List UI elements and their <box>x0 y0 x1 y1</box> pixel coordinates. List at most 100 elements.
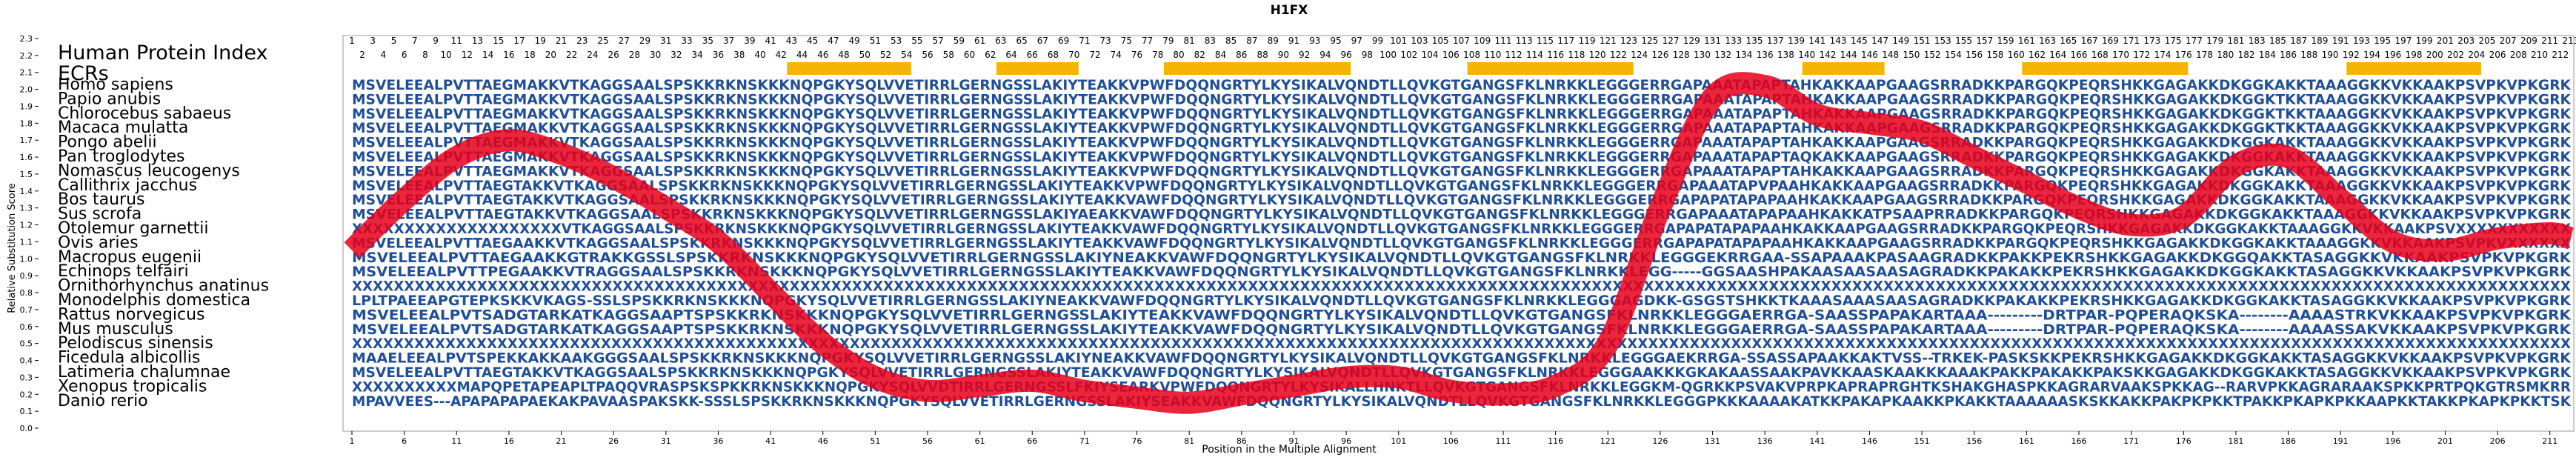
human-index-number: 115 <box>1537 36 1554 46</box>
human-index-number: 159 <box>1997 36 2014 46</box>
human-index-number: 37 <box>723 36 734 46</box>
human-index-number: 14 <box>482 50 493 60</box>
human-index-number: 68 <box>1048 50 1059 60</box>
x-tick-label: 141 <box>1809 436 1825 446</box>
human-index-number: 74 <box>1111 50 1122 60</box>
human-index-number: 52 <box>880 50 891 60</box>
y-tick-label: 1.1 <box>20 237 33 247</box>
species-label: Nomascus leucogenys <box>58 161 240 180</box>
human-index-number: 147 <box>1871 36 1888 46</box>
human-index-number: 109 <box>1474 36 1491 46</box>
human-index-number: 148 <box>1882 50 1899 60</box>
x-tick-label: 71 <box>1079 436 1090 446</box>
human-index-number: 82 <box>1194 50 1205 60</box>
human-index-number: 41 <box>765 36 776 46</box>
human-index-number: 135 <box>1746 36 1763 46</box>
human-index-number: 173 <box>2143 36 2160 46</box>
human-index-number: 75 <box>1121 36 1132 46</box>
x-tick-label: 86 <box>1237 436 1247 446</box>
human-index-number: 185 <box>2269 36 2286 46</box>
human-index-number: 111 <box>1495 36 1512 46</box>
alignment-sequence: MSVELEEALPVTTAEGMAKKVTKAGGSAALSPSKKRKNSK… <box>352 120 2572 136</box>
y-tick-label: 0.8 <box>20 288 33 298</box>
human-index-number: 29 <box>639 36 650 46</box>
x-tick-label: 111 <box>1496 436 1511 446</box>
x-tick-label: 41 <box>765 436 776 446</box>
human-index-number: 93 <box>1309 36 1320 46</box>
alignment-sequence: LPLTPAEEAPGTEPKSKKVKAGS-SSLSPSKKRKNSKKKN… <box>352 293 2572 309</box>
human-index-number: 53 <box>891 36 902 46</box>
human-index-number: 26 <box>608 50 619 60</box>
human-index-number: 133 <box>1725 36 1742 46</box>
y-tick-label: 1.2 <box>20 221 33 230</box>
alignment-sequences: MSVELEEALPVTTAEGMAKKVTKAGGSAALSPSKKRKNSK… <box>352 77 2572 410</box>
human-index-number: 143 <box>1830 36 1847 46</box>
species-label: Monodelphis domestica <box>58 291 250 310</box>
human-index-number: 121 <box>1600 36 1617 46</box>
y-tick-label: 2.2 <box>20 51 33 61</box>
y-tick-label: 1.7 <box>20 136 33 145</box>
human-index-number: 108 <box>1463 50 1480 60</box>
human-index-number: 69 <box>1058 36 1069 46</box>
human-index-number: 209 <box>2520 36 2537 46</box>
human-index-number: 162 <box>2028 50 2046 60</box>
human-index-number: 91 <box>1288 36 1299 46</box>
human-index-number: 62 <box>985 50 996 60</box>
x-tick-label: 156 <box>1966 436 1982 446</box>
x-tick-label: 76 <box>1132 436 1142 446</box>
species-label: Ficedula albicollis <box>58 349 200 367</box>
human-index-number: 104 <box>1422 50 1439 60</box>
human-index-number: 204 <box>2468 50 2485 60</box>
human-index-layer: 1234567891011121314151617181920212223242… <box>349 36 2576 60</box>
human-index-number: 44 <box>796 50 808 60</box>
human-index-number: 152 <box>1924 50 1941 60</box>
human-index-number: 151 <box>1914 36 1931 46</box>
x-tick-label: 161 <box>2019 436 2034 446</box>
human-index-number: 55 <box>911 36 922 46</box>
alignment-sequence: XXXXXXXXXXXXXXXXXXXXXXXXXXXXXXXXXXXXXXXX… <box>352 279 2571 295</box>
alignment-sequence: MSVELEEALPVTSADGTARKATKAGGSAAPTSPSKKRKNS… <box>352 322 2572 338</box>
y-tick-label: 0.6 <box>20 322 33 332</box>
human-index-number: 129 <box>1683 36 1700 46</box>
human-index-number: 51 <box>870 36 881 46</box>
human-index-number: 132 <box>1714 50 1731 60</box>
human-index-number: 100 <box>1379 50 1397 60</box>
human-index-number: 199 <box>2416 36 2433 46</box>
human-index-number: 36 <box>713 50 724 60</box>
human-index-number: 77 <box>1142 36 1153 46</box>
human-index-number: 144 <box>1840 50 1857 60</box>
human-index-number: 114 <box>1526 50 1543 60</box>
human-index-number: 202 <box>2447 50 2464 60</box>
x-tick-label: 66 <box>1027 436 1037 446</box>
x-tick-label: 176 <box>2176 436 2191 446</box>
x-tick-label: 166 <box>2071 436 2087 446</box>
human-index-number: 54 <box>901 50 912 60</box>
human-index-number: 78 <box>1152 50 1163 60</box>
human-index-number: 43 <box>786 36 797 46</box>
species-label: Chlorocebus sabaeus <box>58 104 231 123</box>
human-index-number: 83 <box>1205 36 1216 46</box>
human-index-number: 161 <box>2018 36 2035 46</box>
species-label: Pan troglodytes <box>58 147 185 166</box>
x-tick-label: 36 <box>713 436 723 446</box>
species-label: Pongo abelii <box>58 133 157 152</box>
species-label: Pelodiscus sinensis <box>58 334 213 353</box>
y-tick-label: 0.3 <box>20 373 33 382</box>
human-index-number: 118 <box>1568 50 1585 60</box>
x-tick-label: 126 <box>1652 436 1668 446</box>
human-index-number: 5 <box>391 36 397 46</box>
human-index-number: 196 <box>2384 50 2401 60</box>
human-index-number: 130 <box>1694 50 1711 60</box>
human-index-number: 31 <box>660 36 671 46</box>
y-tick-label: 1.9 <box>20 101 33 111</box>
alignment-sequence: MAAELEEALPVTSPEKKAKKAAKGGGSAALSPSKKRKNSK… <box>352 350 2572 367</box>
substitution-score-line <box>344 72 2575 414</box>
human-index-number: 86 <box>1236 50 1247 60</box>
human-index-number: 172 <box>2133 50 2150 60</box>
human-index-number: 205 <box>2479 36 2496 46</box>
human-index-number: 101 <box>1390 36 1407 46</box>
y-tick-label: 0.2 <box>20 390 33 399</box>
human-index-number: 197 <box>2395 36 2412 46</box>
human-index-number: 157 <box>1976 36 1993 46</box>
